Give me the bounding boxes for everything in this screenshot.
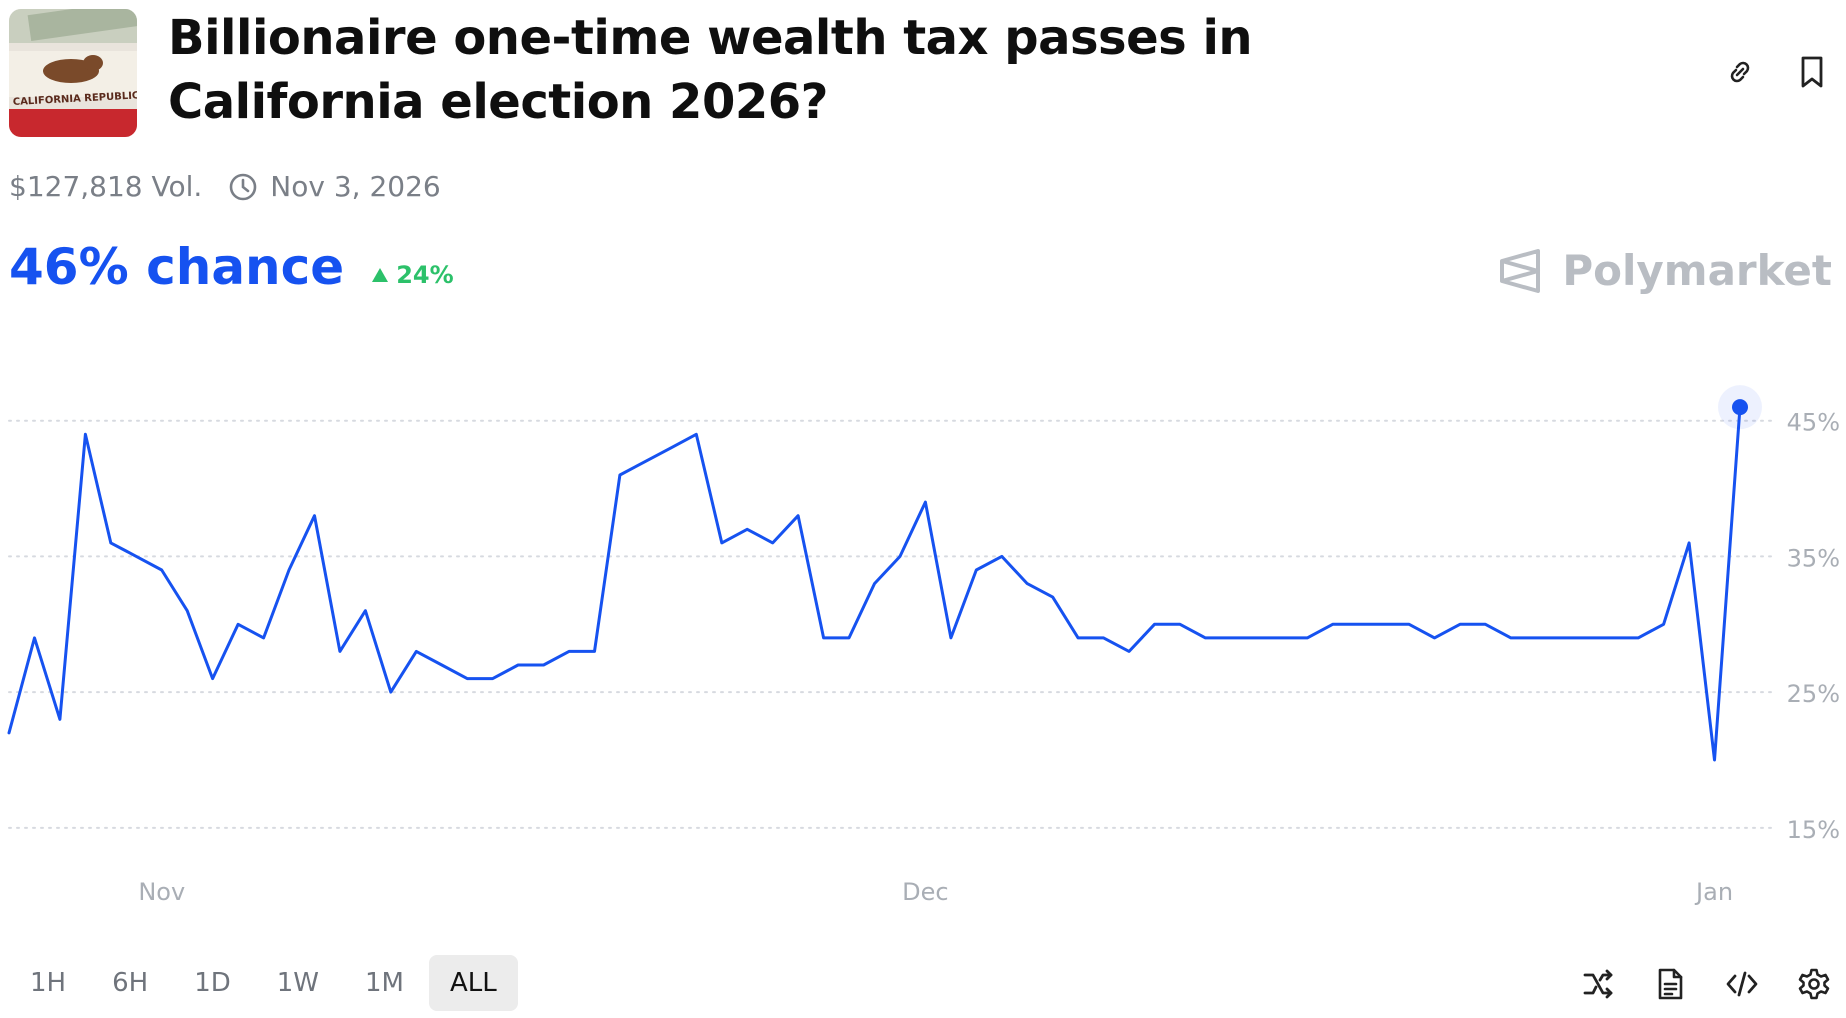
y-tick-label: 45%	[1787, 409, 1840, 437]
volume-text: $127,818 Vol.	[9, 170, 203, 203]
y-tick-label: 25%	[1787, 680, 1840, 708]
range-button-all[interactable]: ALL	[428, 955, 518, 1011]
bookmark-icon[interactable]	[1792, 52, 1832, 92]
polymarket-icon	[1500, 248, 1541, 293]
y-tick-label: 35%	[1787, 544, 1840, 572]
chance-value: 46% chance	[9, 238, 345, 296]
x-tick-label: Jan	[1694, 878, 1733, 906]
range-button-1d[interactable]: 1D	[194, 968, 231, 998]
market-thumbnail: CALIFORNIA REPUBLIC	[9, 9, 137, 137]
polymarket-logo: Polymarket	[1498, 246, 1832, 295]
document-icon[interactable]	[1648, 962, 1692, 1006]
clock-icon	[229, 173, 257, 200]
last-point-marker	[1732, 399, 1748, 416]
end-date-text: Nov 3, 2026	[270, 170, 441, 203]
gear-icon[interactable]	[1792, 962, 1836, 1006]
time-range-selector: 1H 6H 1D 1W 1M ALL	[9, 955, 518, 1011]
brand-name: Polymarket	[1562, 246, 1832, 295]
change-value: 24%	[396, 261, 454, 289]
triangle-up-icon	[372, 268, 389, 282]
shuffle-icon[interactable]	[1576, 962, 1620, 1006]
series-line	[7, 405, 1742, 762]
x-tick-label: Dec	[902, 878, 948, 906]
range-button-1w[interactable]: 1W	[276, 968, 319, 998]
range-button-1m[interactable]: 1M	[365, 968, 404, 998]
range-button-1h[interactable]: 1H	[30, 968, 67, 998]
range-button-6h[interactable]: 6H	[112, 968, 149, 998]
link-icon[interactable]	[1720, 52, 1760, 92]
price-chart: 15% 25% 35% 45% Nov Dec Jan	[7, 385, 1840, 906]
code-icon[interactable]	[1720, 962, 1764, 1006]
y-tick-label: 15%	[1787, 816, 1840, 844]
change-badge: 24%	[370, 261, 454, 289]
x-tick-label: Nov	[138, 878, 185, 906]
market-title: Billionaire one-time wealth tax passes i…	[168, 10, 1253, 130]
